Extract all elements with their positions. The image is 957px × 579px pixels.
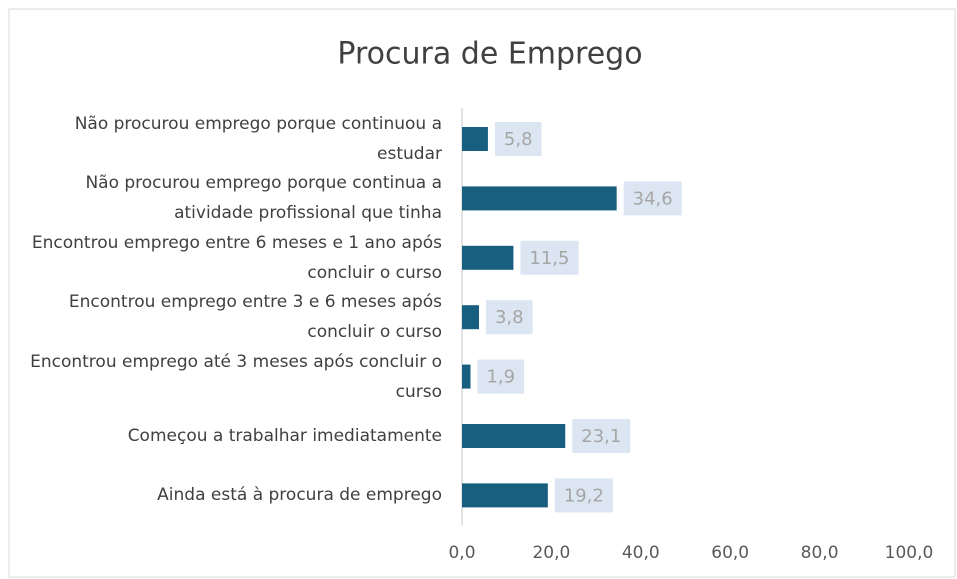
- data-label-text: 5,8: [504, 129, 533, 150]
- y-tick-label: Ainda está à procura de emprego: [10, 465, 442, 525]
- data-label: 3,8: [485, 300, 533, 335]
- bar: [462, 305, 479, 330]
- category-label-box: Encontrou emprego entre 3 e 6 meses após…: [10, 287, 442, 347]
- data-label: 5,8: [494, 122, 542, 156]
- bar: [462, 245, 514, 270]
- x-tick-label: 20,0: [532, 543, 570, 563]
- x-tick-label: 80,0: [801, 543, 839, 563]
- category-text: Encontrou emprego entre 3 e 6 meses após…: [68, 292, 442, 343]
- data-label-bg: [623, 181, 682, 216]
- bar: [462, 364, 471, 389]
- data-label-text: 3,8: [495, 307, 524, 328]
- y-tick-label: Encontrou emprego entre 3 e 6 meses após…: [10, 287, 442, 347]
- category-label-box: Começou a trabalhar imediatamente: [10, 406, 442, 466]
- y-tick-label: Não procurou emprego porque continuou a …: [10, 109, 442, 169]
- bar: [462, 424, 566, 448]
- data-label-text: 1,9: [486, 367, 515, 388]
- category-text: Não procurou emprego porque continua a a…: [85, 173, 442, 224]
- category-label-box: Encontrou emprego até 3 meses após concl…: [10, 347, 442, 407]
- y-tick-label: Encontrou emprego até 3 meses após concl…: [10, 347, 442, 407]
- data-label-bg: [520, 240, 579, 275]
- data-label-bg: [494, 122, 542, 156]
- data-label-text: 11,5: [529, 248, 569, 269]
- category-text: Não procurou emprego porque continuou a …: [74, 114, 442, 164]
- data-label-bg: [485, 300, 533, 335]
- y-tick-label: Não procurou emprego porque continua a a…: [10, 168, 442, 228]
- data-label-bg: [477, 359, 525, 394]
- category-text: Começou a trabalhar imediatamente: [127, 426, 442, 446]
- y-tick-label: Começou a trabalhar imediatamente: [10, 406, 442, 466]
- data-label-bg: [554, 478, 613, 513]
- data-label-bg: [572, 419, 631, 453]
- category-label-box: Não procurou emprego porque continuou a …: [10, 109, 442, 169]
- bar: [462, 127, 488, 151]
- data-label: 23,1: [572, 419, 631, 453]
- category-text: Ainda está à procura de emprego: [157, 485, 442, 506]
- data-label-text: 23,1: [581, 426, 621, 447]
- bar: [462, 483, 548, 508]
- data-label: 19,2: [554, 478, 613, 513]
- data-label: 34,6: [623, 181, 682, 216]
- bar: [462, 186, 617, 211]
- x-tick-label: 100,0: [885, 543, 934, 563]
- x-tick-label: 40,0: [622, 543, 660, 563]
- chart-border: [8, 8, 956, 578]
- category-label-box: Ainda está à procura de emprego: [10, 465, 442, 525]
- chart-title: Procura de Emprego: [337, 37, 642, 72]
- data-label: 11,5: [520, 240, 579, 275]
- category-text: Encontrou emprego entre 6 meses e 1 ano …: [31, 232, 442, 283]
- data-label-text: 34,6: [633, 188, 673, 209]
- category-text: Encontrou emprego até 3 meses após concl…: [30, 351, 442, 402]
- x-tick-label: 60,0: [711, 543, 749, 563]
- category-label-box: Encontrou emprego entre 6 meses e 1 ano …: [10, 228, 442, 288]
- category-label-box: Não procurou emprego porque continua a a…: [10, 168, 442, 228]
- data-label-text: 19,2: [564, 485, 604, 506]
- data-label: 1,9: [477, 359, 525, 394]
- x-tick-label: 0,0: [448, 543, 475, 563]
- y-tick-label: Encontrou emprego entre 6 meses e 1 ano …: [10, 228, 442, 288]
